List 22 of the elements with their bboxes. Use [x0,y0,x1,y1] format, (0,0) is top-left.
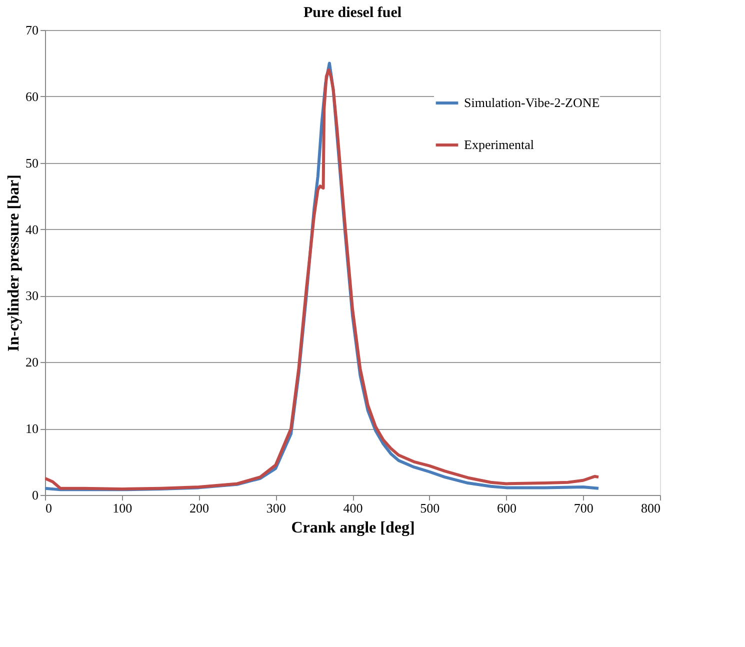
y-tick-label: 70 [26,22,38,38]
chart-title: Pure diesel fuel [303,5,402,21]
x-axis-title: Crank angle [deg] [291,520,415,536]
x-tick-label: 200 [190,500,209,516]
legend-label: Experimental [464,137,534,152]
x-tick-label: 600 [497,500,516,516]
x-tick-label: 800 [641,500,660,516]
x-tick-label: 500 [420,500,440,516]
y-tick-label: 60 [26,88,38,104]
x-tick-label: 100 [112,500,132,516]
y-tick-label: 50 [26,155,38,170]
x-tick-label: 300 [266,500,286,516]
y-tick-label: 30 [26,288,38,304]
y-tick-label: 20 [26,354,38,370]
y-tick-label: 0 [32,488,38,502]
x-tick-label: 400 [343,500,363,516]
y-tick-label: 10 [26,421,38,436]
legend-label: Simulation-Vibe-2-ZONE [464,95,600,110]
y-axis-title: In-cylinder pressure [bar] [6,174,22,352]
x-tick-label: 700 [574,500,594,516]
x-tick-label: 0 [46,500,52,516]
y-tick-label: 40 [26,222,38,237]
